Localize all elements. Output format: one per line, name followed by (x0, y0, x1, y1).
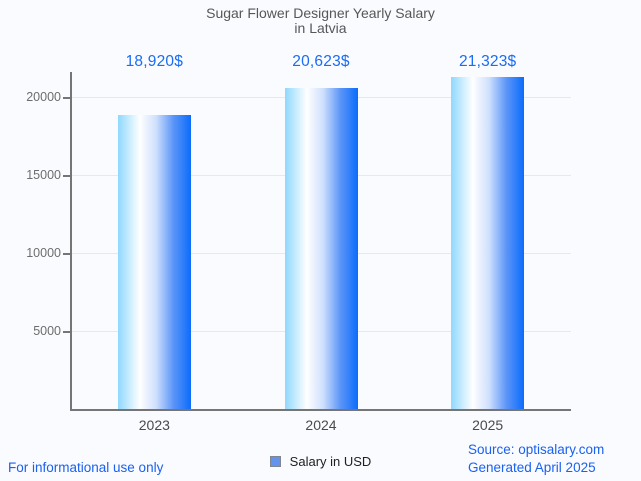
bar-2023[interactable] (117, 115, 191, 410)
bar-value-label-2025: 21,323$ (458, 53, 517, 70)
x-tick-label-2025: 2025 (472, 417, 504, 433)
bar-2025[interactable] (451, 77, 525, 410)
legend-swatch-icon (269, 456, 281, 467)
chart-title-line2: in Latvia (294, 20, 347, 36)
x-tick-label-2023: 2023 (138, 417, 170, 433)
informational-note: For informational use only (8, 460, 164, 475)
y-tick-mark-15000 (63, 175, 71, 177)
chart-title-line1: Sugar Flower Designer Yearly Salary (206, 5, 435, 21)
x-tick-label-2024: 2024 (305, 417, 337, 433)
bar-2024[interactable] (284, 88, 358, 410)
y-tick-label-15000: 15000 (26, 168, 61, 182)
y-tick-label-10000: 10000 (26, 246, 61, 260)
legend[interactable]: Salary in USD (0, 453, 641, 470)
chart-title: Sugar Flower Designer Yearly Salary in L… (0, 6, 641, 36)
source-link[interactable]: Source: optisalary.com (468, 442, 605, 457)
y-axis-line (70, 72, 72, 411)
y-tick-label-5000: 5000 (33, 324, 61, 338)
bar-value-label-2024: 20,623$ (292, 53, 350, 70)
x-axis-line (70, 409, 571, 411)
y-tick-mark-10000 (63, 253, 71, 255)
bar-value-label-2023: 18,920$ (125, 53, 184, 70)
y-tick-mark-5000 (63, 331, 71, 333)
y-tick-label-20000: 20000 (26, 90, 61, 104)
generated-date: Generated April 2025 (468, 460, 596, 475)
y-tick-mark-20000 (63, 97, 71, 99)
legend-label: Salary in USD (289, 454, 372, 469)
plot-area (71, 72, 571, 410)
source-attribution: Source: optisalary.com Generated April 2… (468, 441, 604, 477)
